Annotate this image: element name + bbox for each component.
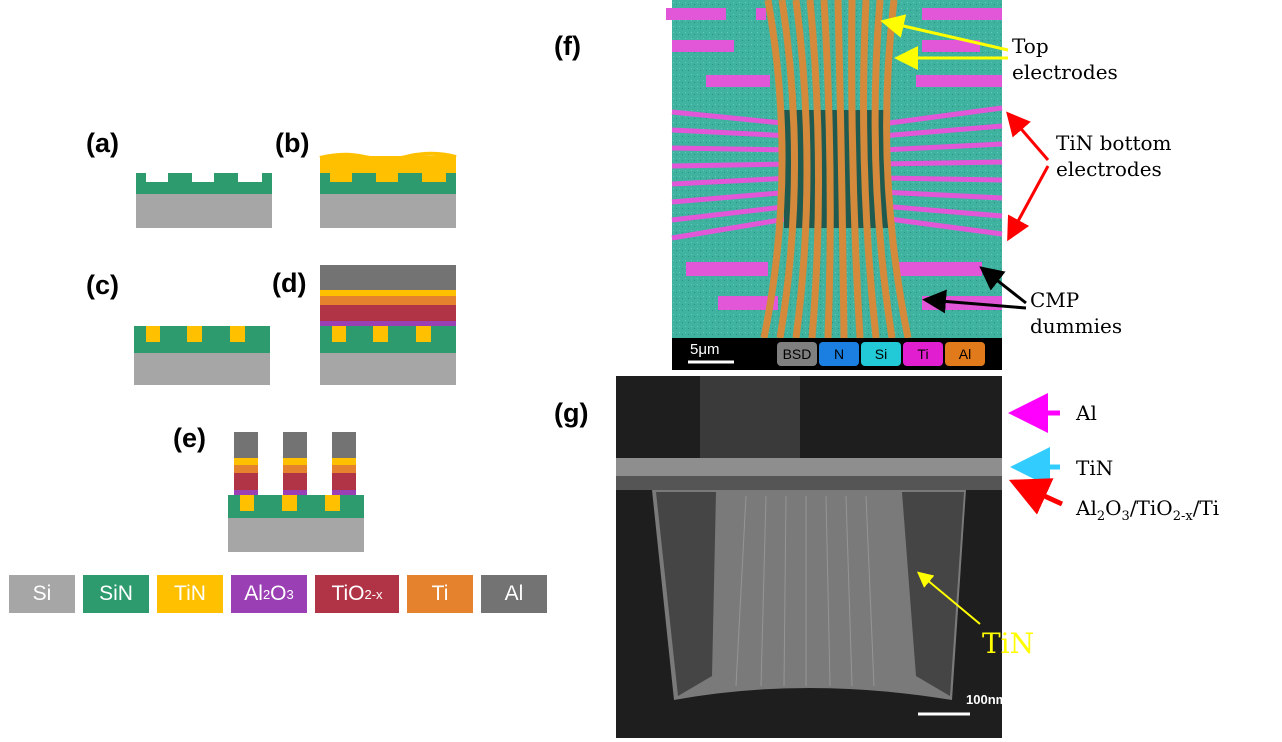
annotation-top-electrodes: Top electrodes — [1012, 34, 1118, 84]
panel-label-c: (c) — [86, 270, 119, 300]
annotation-tin-bottom-electrodes: TiN bottom electrodes — [1056, 131, 1172, 181]
annotation-stack: Al2O3/TiO2-x/Ti — [1076, 496, 1220, 524]
legend-si: Si — [9, 575, 75, 613]
panel-label-d: (d) — [272, 268, 307, 298]
arrow-tin-core — [916, 571, 981, 625]
panel-label-g: (g) — [554, 398, 589, 428]
legend-sin: SiN — [83, 575, 149, 613]
legend-al: Al — [481, 575, 547, 613]
annotation-tin: TiN — [1076, 456, 1114, 480]
eds-bsd: BSD — [777, 342, 817, 366]
schematic-b — [319, 151, 457, 228]
arrow-cmp-2 — [922, 289, 1027, 314]
tem-image-g — [616, 376, 1002, 738]
eds-al: Al — [945, 342, 985, 366]
legend-tio2x: TiO 2-x — [315, 575, 399, 613]
arrow-top-electrode-1 — [880, 14, 1009, 52]
tem-scale-bar-label: 100nm — [966, 692, 1008, 707]
legend-al2o3: Al 2 O 3 — [231, 575, 307, 613]
eds-ti: Ti — [903, 342, 943, 366]
schematic-e — [228, 432, 364, 552]
arrow-stack — [1008, 478, 1064, 515]
legend-ti: Ti — [407, 575, 473, 613]
panel-label-e: (e) — [173, 423, 206, 453]
material-legend: Si SiN TiN Al 2 O 3 TiO 2-x Ti Al — [9, 575, 547, 613]
arrow-tin-bottom-2 — [1007, 165, 1050, 242]
panel-label-b: (b) — [275, 128, 310, 158]
schematic-c — [134, 326, 270, 385]
sem-scale-bar-label: 5μm — [690, 341, 720, 358]
panel-label-a: (a) — [86, 128, 119, 158]
arrow-tin-bottom-1 — [1006, 111, 1050, 161]
annotation-tin-core: TiN — [982, 627, 1035, 660]
eds-n: N — [819, 342, 859, 366]
annotation-cmp-dummies: CMP dummies — [1030, 288, 1123, 338]
schematic-d — [320, 265, 456, 385]
schematic-a — [136, 173, 272, 228]
eds-si: Si — [861, 342, 901, 366]
panel-label-f: (f) — [554, 31, 581, 61]
legend-tin: TiN — [157, 575, 223, 613]
eds-legend: BSD N Si Ti Al — [777, 342, 985, 366]
annotation-al: Al — [1076, 401, 1097, 425]
arrow-cmp-1 — [979, 266, 1027, 305]
